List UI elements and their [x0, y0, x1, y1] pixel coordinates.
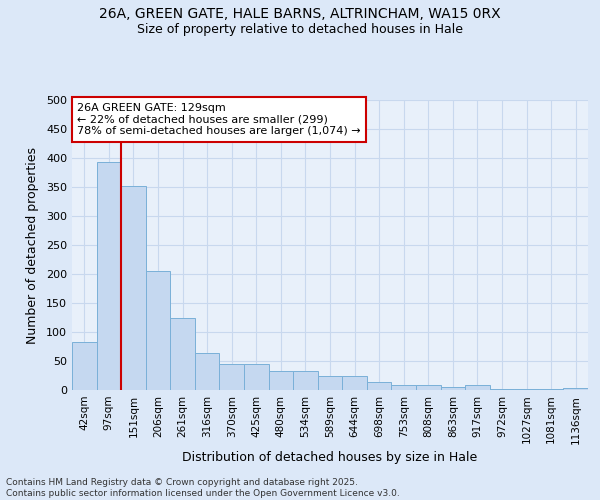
Bar: [195, 353, 220, 390]
Bar: [97, 162, 121, 390]
Bar: [146, 271, 170, 390]
Bar: [539, 389, 563, 390]
Text: Contains HM Land Registry data © Crown copyright and database right 2025.
Contai: Contains HM Land Registry data © Crown c…: [6, 478, 400, 498]
Text: Size of property relative to detached houses in Hale: Size of property relative to detached ho…: [137, 22, 463, 36]
Bar: [244, 364, 269, 390]
Text: 26A, GREEN GATE, HALE BARNS, ALTRINCHAM, WA15 0RX: 26A, GREEN GATE, HALE BARNS, ALTRINCHAM,…: [99, 8, 501, 22]
Bar: [416, 386, 440, 390]
Bar: [563, 388, 588, 390]
Y-axis label: Number of detached properties: Number of detached properties: [26, 146, 39, 344]
Bar: [293, 372, 318, 390]
Bar: [121, 186, 146, 390]
X-axis label: Distribution of detached houses by size in Hale: Distribution of detached houses by size …: [182, 450, 478, 464]
Text: 26A GREEN GATE: 129sqm
← 22% of detached houses are smaller (299)
78% of semi-de: 26A GREEN GATE: 129sqm ← 22% of detached…: [77, 103, 361, 136]
Bar: [514, 389, 539, 390]
Bar: [490, 389, 514, 390]
Bar: [391, 386, 416, 390]
Bar: [220, 364, 244, 390]
Bar: [342, 376, 367, 390]
Bar: [170, 318, 195, 390]
Bar: [440, 386, 465, 390]
Bar: [318, 376, 342, 390]
Bar: [465, 385, 490, 390]
Bar: [269, 372, 293, 390]
Bar: [72, 342, 97, 390]
Bar: [367, 382, 391, 390]
